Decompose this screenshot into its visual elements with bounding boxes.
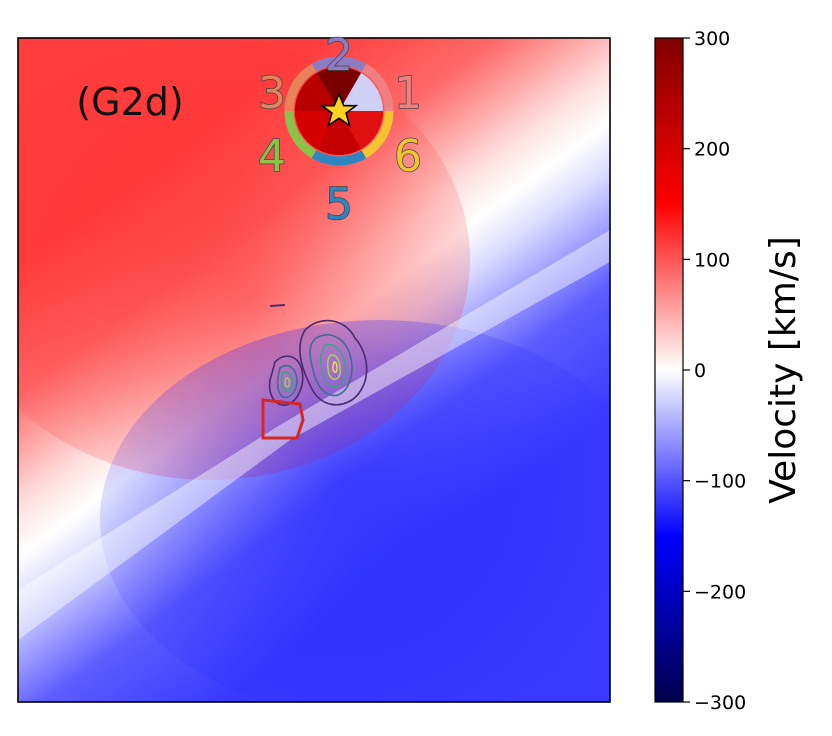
velocity-map: (G2d) 123 456 xyxy=(17,29,611,703)
colorbar-tick-label: −100 xyxy=(694,471,746,493)
sector-label-4: 4 xyxy=(258,131,286,182)
contour-set xyxy=(268,304,368,406)
panel-label: (G2d) xyxy=(76,80,183,124)
star-icon xyxy=(319,91,359,128)
sector-label-6: 6 xyxy=(394,131,422,182)
colorbar-tick-label: 100 xyxy=(694,249,730,271)
sector-ring-2 xyxy=(311,56,367,72)
sector-ring-6 xyxy=(361,110,394,159)
colorbar-tick-label: 300 xyxy=(694,28,730,50)
sector-label-3: 3 xyxy=(258,68,286,119)
sector-wheel xyxy=(284,56,394,166)
sector-ring-1 xyxy=(361,63,394,112)
colorbar: 300 200 100 0 −100 −200 −300 Velocity [km/s] xyxy=(654,28,804,714)
sector-labels: 123 456 xyxy=(257,29,423,231)
plot-frame xyxy=(17,37,611,703)
sector-ring-5 xyxy=(311,150,367,166)
colorbar-tick-label: −300 xyxy=(694,692,746,714)
colorbar-label: Velocity [km/s] xyxy=(763,236,804,504)
sector-label-1: 1 xyxy=(394,68,422,119)
colorbar-tick-label: −200 xyxy=(694,581,746,603)
sector-ring-3 xyxy=(284,63,317,112)
sector-ring-4 xyxy=(284,110,317,159)
colorbar-scale xyxy=(654,37,684,703)
colorbar-tick-label: 0 xyxy=(694,360,706,382)
sector-label-2: 2 xyxy=(325,30,353,81)
sector-label-5: 5 xyxy=(325,179,353,230)
colorbar-tick-label: 200 xyxy=(694,139,730,161)
region-box xyxy=(261,398,305,440)
